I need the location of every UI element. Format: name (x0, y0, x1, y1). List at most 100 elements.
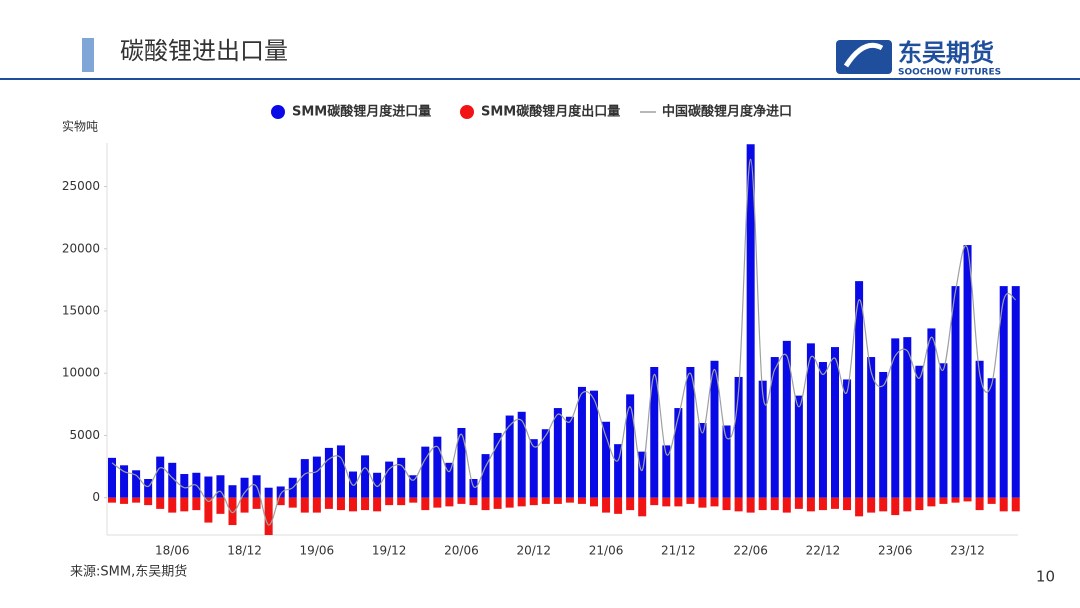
bar (204, 476, 213, 498)
bar (698, 423, 707, 498)
bar (602, 497, 611, 513)
bar (650, 497, 659, 506)
bar (758, 497, 767, 511)
bar (939, 363, 948, 498)
bar (300, 459, 309, 498)
bar (903, 337, 912, 498)
logo: 东吴期货 SOOCHOW FUTURES (836, 39, 1001, 78)
bar (529, 497, 538, 506)
bar (120, 465, 129, 498)
bar (409, 497, 418, 503)
x-tick-label: 21/12 (661, 544, 696, 558)
logo-name: 东吴期货 (898, 39, 994, 67)
bar (517, 497, 526, 507)
x-tick-label: 23/06 (878, 544, 913, 558)
bar (324, 447, 333, 498)
y-unit: 实物吨 (62, 119, 98, 134)
x-tick-label: 20/06 (444, 544, 479, 558)
bar (144, 479, 153, 498)
bar (987, 378, 996, 498)
bar (240, 477, 249, 498)
bar (204, 497, 213, 523)
bar (481, 454, 490, 498)
bar (951, 286, 960, 498)
bar (698, 497, 707, 508)
bar (409, 475, 418, 498)
logo-sub: SOOCHOW FUTURES (898, 68, 1001, 78)
bar (565, 497, 574, 503)
bar (373, 472, 382, 498)
bar (517, 411, 526, 498)
bar (867, 357, 876, 498)
bar (541, 497, 550, 504)
legend: SMM碳酸锂月度进口量 SMM碳酸锂月度出口量 中国碳酸锂月度净进口 (271, 104, 792, 120)
bar (541, 429, 550, 498)
bar (577, 497, 586, 504)
bar (421, 497, 430, 511)
x-tick-label: 22/12 (806, 544, 841, 558)
bar (879, 497, 888, 512)
bar (710, 360, 719, 498)
title-icon (82, 38, 94, 72)
bar (674, 497, 683, 507)
net-line (111, 158, 1017, 526)
bar (505, 415, 514, 498)
bar (228, 497, 237, 526)
bar (999, 286, 1008, 498)
bar (951, 497, 960, 503)
bar (879, 371, 888, 498)
bar (614, 497, 623, 514)
bar (469, 497, 478, 506)
bar (626, 497, 635, 511)
bar (770, 497, 779, 511)
bar (433, 436, 442, 498)
bar (758, 380, 767, 498)
bar (493, 432, 502, 498)
bar (529, 439, 538, 498)
bar (180, 497, 189, 512)
bar (120, 497, 129, 504)
bar (831, 497, 839, 509)
bar (734, 376, 743, 498)
bar (276, 486, 285, 498)
bar (505, 497, 514, 508)
source: 来源:SMM,东吴期货 (70, 564, 187, 580)
bar (373, 497, 382, 512)
bar (915, 365, 924, 498)
bar (770, 357, 779, 498)
bar (108, 497, 116, 503)
bar (312, 497, 321, 513)
bar (228, 485, 237, 498)
bar (650, 367, 659, 498)
bar (746, 497, 755, 513)
x-tick-label: 23/12 (950, 544, 985, 558)
bar (180, 474, 189, 498)
legend-swatch (460, 105, 474, 119)
bar (192, 497, 201, 511)
bar (843, 379, 852, 498)
bar (493, 497, 502, 509)
bar (831, 347, 839, 498)
bar (276, 497, 285, 506)
bar (336, 445, 345, 498)
bar (818, 362, 827, 498)
y-tick-label: 10000 (62, 366, 100, 380)
x-tick-label: 18/06 (155, 544, 190, 558)
bar (300, 497, 309, 513)
y-tick-label: 15000 (62, 304, 100, 318)
y-tick-label: 25000 (62, 179, 100, 193)
bar (963, 245, 972, 498)
bar (602, 421, 611, 498)
bar (590, 497, 598, 507)
bar (385, 497, 394, 506)
bar (626, 394, 635, 498)
bar (674, 408, 683, 498)
legend-swatch (271, 105, 285, 119)
bar (577, 386, 586, 498)
bar (156, 456, 165, 498)
bar (108, 457, 116, 498)
bar (565, 416, 574, 498)
bar (216, 475, 225, 498)
bar (553, 497, 562, 504)
page-number: 10 (1036, 568, 1055, 586)
